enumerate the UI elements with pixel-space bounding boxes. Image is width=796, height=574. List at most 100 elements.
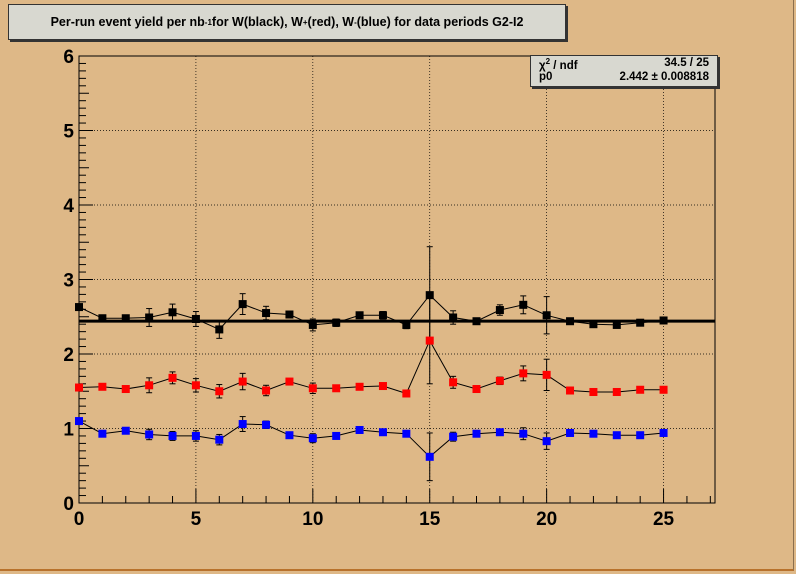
data-point (191, 431, 200, 440)
series-group (75, 246, 668, 482)
data-point (589, 429, 598, 438)
series-line (78, 420, 664, 458)
x-tick-label: 5 (191, 509, 202, 530)
series (75, 296, 668, 399)
stats-ndf-text: / ndf (550, 59, 578, 72)
x-tick-label: 0 (74, 509, 85, 530)
data-point (121, 314, 130, 323)
data-point (402, 389, 411, 398)
data-point (519, 300, 528, 309)
data-point (378, 311, 387, 320)
data-point (659, 316, 668, 325)
data-point (285, 431, 294, 440)
data-point (121, 426, 130, 435)
data-point (98, 382, 107, 391)
data-point (449, 432, 458, 441)
data-point (495, 376, 504, 385)
stats-row-chi2: χ2 / ndf 34.5 / 25 (539, 57, 709, 72)
y-tick-label: 4 (63, 196, 74, 217)
stats-chi-exp: 2 (545, 57, 551, 66)
data-point (425, 291, 434, 300)
data-point (285, 377, 294, 386)
y-tick-label: 1 (63, 420, 74, 441)
data-point (659, 428, 668, 437)
data-point (519, 429, 528, 438)
stats-box: χ2 / ndf 34.5 / 25 p0 2.442 ± 0.008818 (530, 55, 718, 87)
data-point (215, 435, 224, 444)
data-point (215, 387, 224, 396)
data-point (75, 383, 83, 392)
data-point (402, 429, 411, 438)
y-tick-label: 3 (63, 271, 74, 292)
stats-row-p0: p0 2.442 ± 0.008818 (539, 71, 709, 83)
data-point (308, 384, 317, 393)
data-point (262, 309, 271, 318)
data-point (332, 431, 341, 440)
data-point (612, 387, 621, 396)
data-point (589, 320, 598, 329)
data-point (145, 430, 154, 439)
series (75, 416, 668, 482)
stats-chi2-value: 34.5 / 25 (664, 57, 709, 69)
data-point (566, 428, 575, 437)
data-point (215, 325, 224, 334)
data-point (378, 428, 387, 437)
grid (79, 56, 715, 503)
data-point (191, 381, 200, 390)
data-point (262, 386, 271, 395)
series-line (78, 339, 664, 395)
data-point (145, 313, 154, 322)
data-point (612, 431, 621, 440)
x-tick-label: 25 (653, 509, 675, 530)
series (75, 246, 668, 345)
data-point (308, 320, 317, 329)
data-point (238, 377, 247, 386)
chart-title: Per-run event yield per nb -1 for W(black… (8, 4, 566, 40)
y-tick-label: 2 (63, 345, 74, 366)
axes: 0 1 2 3 4 5 6 0 5 10 15 20 25 (63, 47, 711, 530)
data-point (238, 420, 247, 429)
y-tick-label: 0 (63, 494, 74, 515)
data-point (285, 310, 294, 319)
series-line (78, 294, 664, 331)
data-point (495, 306, 504, 315)
y-tick-label: 6 (63, 47, 74, 68)
data-point (566, 317, 575, 326)
data-point (472, 317, 481, 326)
data-point (332, 318, 341, 327)
data-point (378, 382, 387, 391)
data-point (472, 429, 481, 438)
stats-p0-label: p0 (539, 71, 553, 83)
data-point (425, 336, 434, 345)
data-point (168, 431, 177, 440)
data-point (238, 300, 247, 309)
data-point (355, 425, 364, 434)
data-point (636, 431, 645, 440)
title-prefix: Per-run event yield per nb (50, 15, 205, 29)
data-point (472, 385, 481, 394)
title-mid1: for W(black), W (211, 15, 303, 29)
title-suffix: (blue) for data periods G2-I2 (356, 15, 524, 29)
data-point (449, 313, 458, 322)
data-point (402, 320, 411, 329)
x-tick-label: 15 (419, 509, 441, 530)
title-exp3: - (354, 17, 357, 27)
data-point (449, 378, 458, 387)
data-point (636, 385, 645, 394)
data-point (542, 370, 551, 379)
data-point (75, 417, 83, 426)
data-point (589, 387, 598, 396)
data-point (98, 429, 107, 438)
data-point (612, 320, 621, 329)
title-exp2: + (302, 17, 308, 27)
data-point (168, 373, 177, 382)
data-point (121, 385, 130, 394)
data-point (75, 303, 83, 312)
stats-p0-value: 2.442 ± 0.008818 (619, 71, 709, 83)
data-point (495, 428, 504, 437)
stats-chi2-label: χ2 / ndf (539, 57, 578, 72)
stats-chi-symbol: χ (539, 59, 546, 72)
data-point (262, 420, 271, 429)
